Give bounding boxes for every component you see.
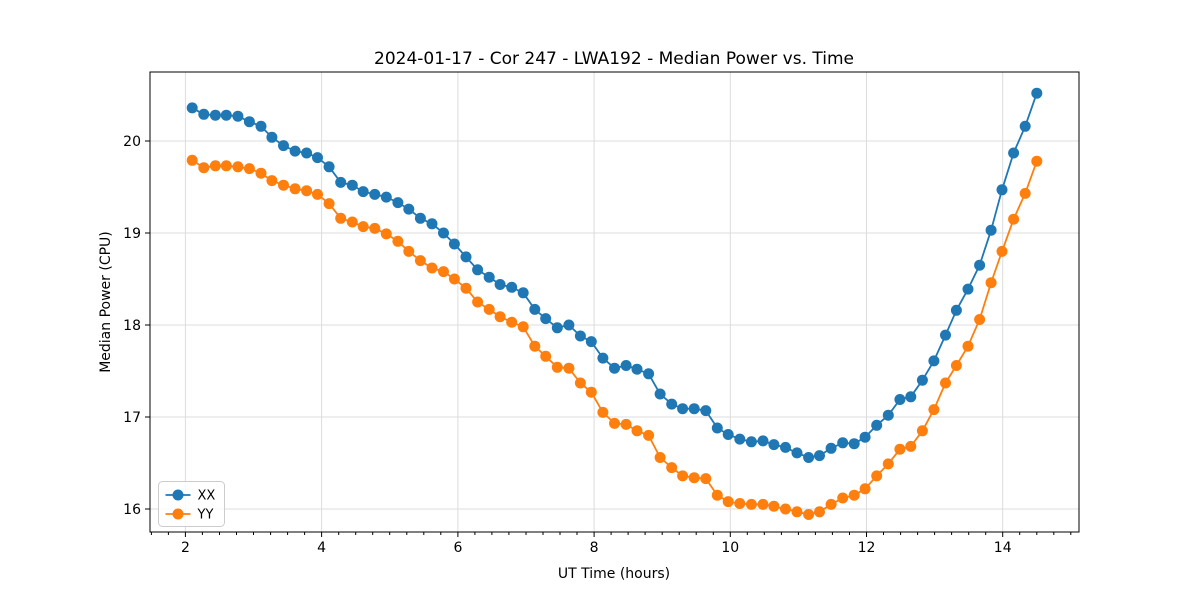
legend-entry-yy: YY [165,508,214,523]
plot-area: 2 4 6 8 10 12 14 16 17 18 19 20 XX YY [123,71,1080,556]
legend: XX YY [158,481,225,527]
y-tick-label: 20 [123,134,141,150]
x-tick-label: 10 [721,540,739,556]
legend-marker-sample [172,489,184,501]
plot-border [149,71,1080,533]
legend-entry-xx: XX [165,489,216,504]
x-tick-label: 14 [994,540,1012,556]
legend-label: XX [198,489,216,504]
series-yy-markers [186,154,1043,520]
y-tick-label: 19 [123,226,141,242]
series-xx [186,87,1043,463]
series-yy [186,154,1043,520]
x-tick-label: 8 [590,540,599,556]
x-tick-label: 12 [858,540,876,556]
legend-marker-sample [172,508,184,520]
x-tick-label: 6 [453,540,462,556]
y-axis-label: Median Power (CPU) [98,231,114,373]
y-tick-label: 18 [123,318,141,334]
x-tick-label: 4 [317,540,326,556]
tick-labels: 2 4 6 8 10 12 14 16 17 18 19 20 [123,134,1012,556]
axis-ticks [145,140,1072,537]
legend-label: YY [197,508,214,523]
chart-title: 2024-01-17 - Cor 247 - LWA192 - Median P… [374,49,854,69]
series-yy-line [191,159,1038,516]
y-tick-label: 16 [123,502,141,518]
x-axis-label: UT Time (hours) [558,566,670,582]
gridlines [150,72,1079,532]
x-tick-label: 2 [181,540,190,556]
series-xx-markers [186,87,1043,463]
series-xx-line [191,92,1038,459]
y-tick-label: 17 [123,410,141,426]
